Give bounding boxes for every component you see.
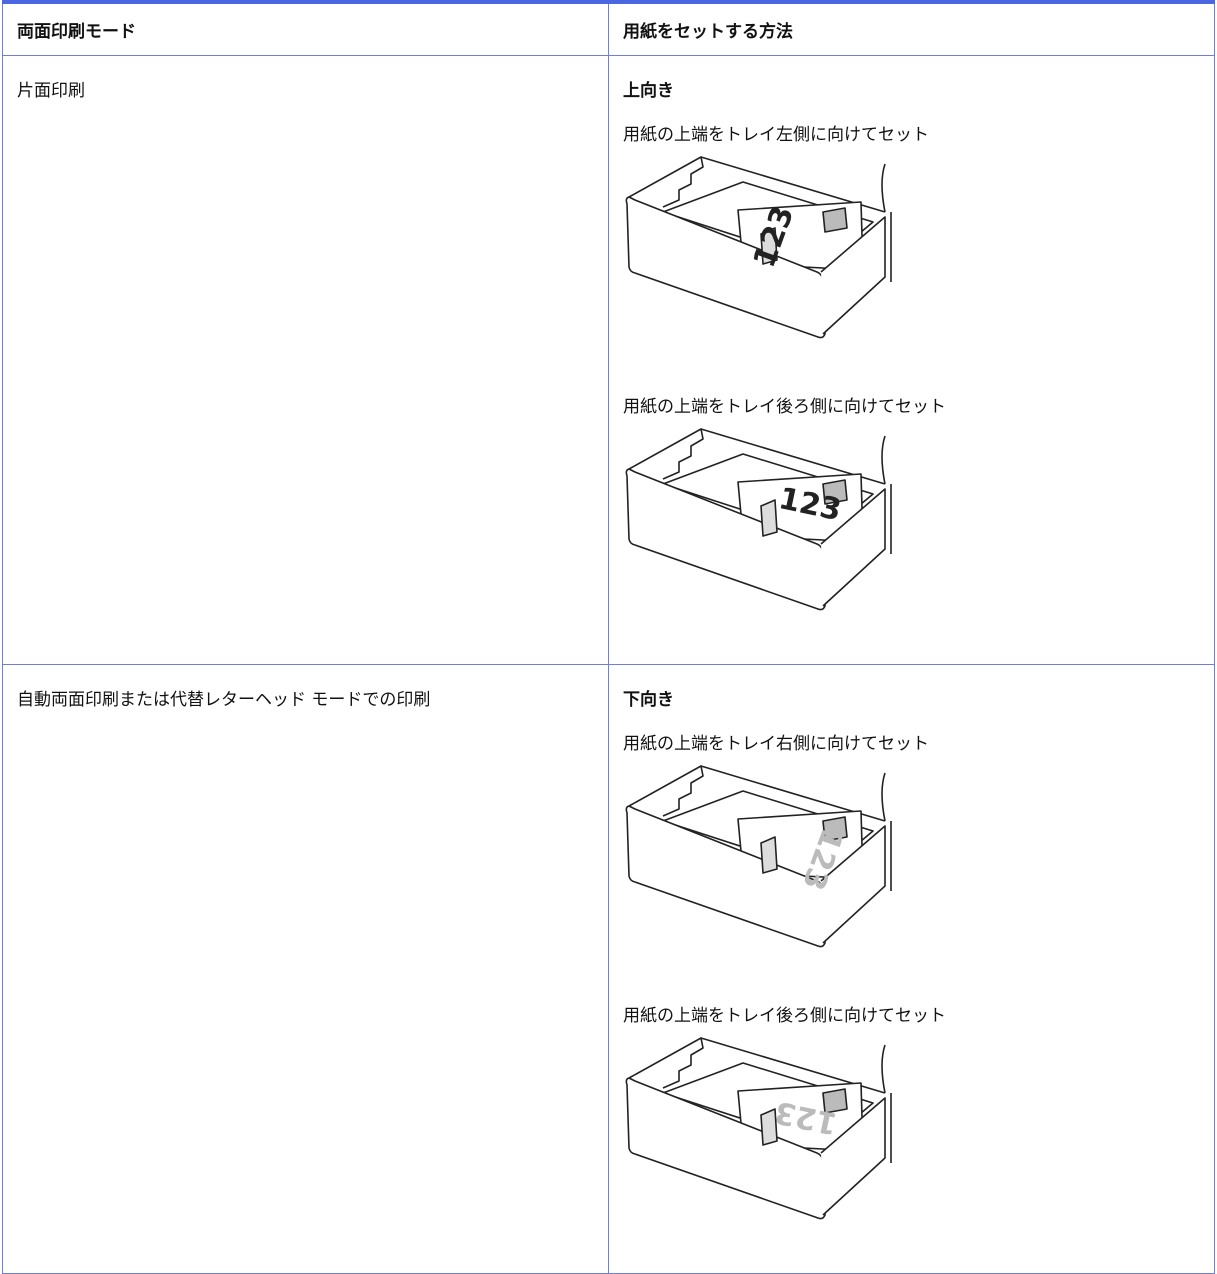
header-cell: 用紙をセットする方法 <box>608 2 1215 56</box>
caption: 用紙の上端をトレイ右側に向けてセット <box>623 734 929 754</box>
tray-back <box>628 1037 886 1094</box>
mode-cell: 片面印刷 <box>2 55 609 665</box>
header-row: 両面印刷モード 用紙をセットする方法 <box>2 2 1215 56</box>
caption: 用紙の上端をトレイ後ろ側に向けてセット <box>623 397 946 417</box>
rail <box>890 821 892 891</box>
guide <box>760 836 778 874</box>
guide <box>760 227 778 265</box>
guide <box>760 1108 778 1146</box>
mode: 自動両面印刷または代替レターヘッド モードでの印刷 <box>17 690 431 710</box>
tray-illustration: 123 <box>625 1037 892 1220</box>
guide <box>822 816 848 842</box>
orientation: 上向き <box>623 81 674 101</box>
guide <box>822 1088 848 1114</box>
tray-side <box>820 488 886 607</box>
row: 片面印刷 上向き 用紙の上端をトレイ左側に向けてセット 123 用紙の上端をトレ… <box>2 55 1215 665</box>
tray-side <box>820 1097 886 1216</box>
rail <box>890 1093 892 1163</box>
caption: 用紙の上端をトレイ左側に向けてセット <box>623 125 929 145</box>
guide <box>822 479 848 505</box>
caption: 用紙の上端をトレイ後ろ側に向けてセット <box>623 1006 946 1026</box>
guide <box>760 499 778 537</box>
rail <box>890 484 892 554</box>
tray-illustration: 123 <box>625 156 892 339</box>
method-cell: 下向き 用紙の上端をトレイ右側に向けてセット 123 用紙の上端をトレイ後ろ側に… <box>608 664 1215 1274</box>
tray-side <box>820 825 886 944</box>
tray-illustration: 123 <box>625 428 892 611</box>
method-cell: 上向き 用紙の上端をトレイ左側に向けてセット 123 用紙の上端をトレイ後ろ側に… <box>608 55 1215 665</box>
rail <box>890 212 892 282</box>
tray-side <box>820 216 886 335</box>
header-cell: 両面印刷モード <box>2 2 609 56</box>
tray-illustration: 123 <box>625 765 892 948</box>
row: 自動両面印刷または代替レターヘッド モードでの印刷 下向き 用紙の上端をトレイ右… <box>2 664 1215 1274</box>
orientation: 下向き <box>623 690 674 710</box>
mode: 片面印刷 <box>17 81 85 101</box>
guide <box>822 207 848 233</box>
mode-cell: 自動両面印刷または代替レターヘッド モードでの印刷 <box>2 664 609 1274</box>
